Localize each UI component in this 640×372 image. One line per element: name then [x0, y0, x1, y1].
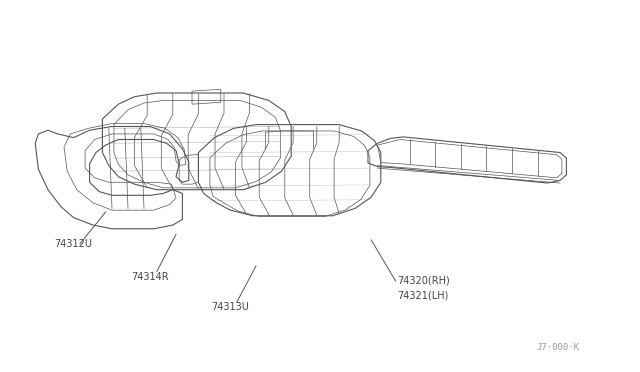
Text: 74313U: 74313U [211, 302, 249, 312]
Text: 74320(RH): 74320(RH) [397, 276, 449, 286]
Text: J7·000·K: J7·000·K [536, 343, 579, 352]
Text: 74312U: 74312U [54, 239, 92, 248]
Text: 74321(LH): 74321(LH) [397, 291, 448, 301]
Text: 74314R: 74314R [131, 272, 169, 282]
